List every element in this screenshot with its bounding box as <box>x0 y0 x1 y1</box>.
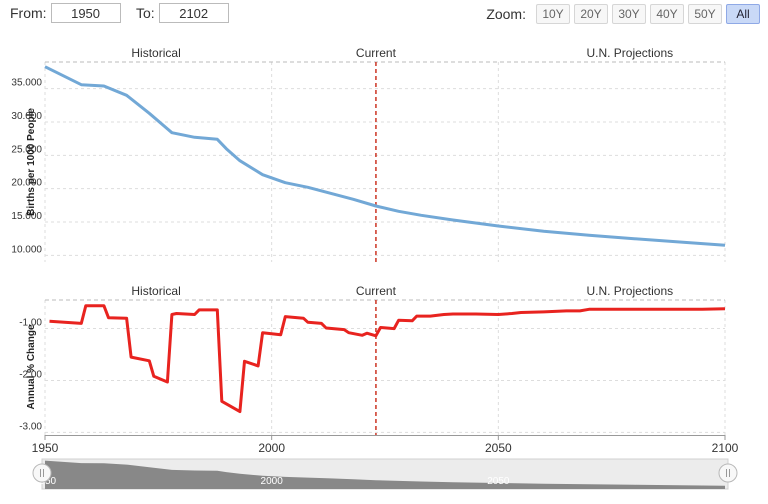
births-region-label-0: Historical <box>131 46 180 60</box>
zoom-label: Zoom: <box>486 6 526 22</box>
change-ytick-label-1: -2.00 <box>19 369 42 380</box>
to-input[interactable] <box>158 3 229 23</box>
change-y-axis-label: Annual % Change <box>26 324 37 409</box>
navigator-handle-knob[interactable] <box>718 463 738 483</box>
zoom-10y-button[interactable]: 10Y <box>536 4 570 24</box>
change-series-line-0 <box>49 304 726 414</box>
births-ytick-label-5: 35.000 <box>11 78 42 89</box>
births-series-line-0 <box>44 65 726 247</box>
from-input[interactable] <box>50 3 121 23</box>
births-region-label-2: U.N. Projections <box>586 46 673 60</box>
to-label: To: <box>136 5 155 21</box>
navigator-right-handle[interactable] <box>718 463 738 483</box>
range-from: From: <box>10 3 121 23</box>
range-to: To: <box>136 3 229 23</box>
change-ytick-label-0: -1.00 <box>19 318 42 329</box>
change-region-label-1: Current <box>356 284 397 298</box>
zoom-50y-button[interactable]: 50Y <box>688 4 722 24</box>
navigator-handle-knob[interactable] <box>32 463 52 483</box>
navigator-tick-label-2000: 2000 <box>261 476 284 487</box>
births-ytick-label-0: 10.000 <box>11 244 42 255</box>
navigator-area <box>45 460 725 489</box>
navigator-left-handle[interactable] <box>32 463 52 483</box>
zoom-30y-button[interactable]: 30Y <box>612 4 646 24</box>
change-region-label-0: Historical <box>131 284 180 298</box>
births-ytick-label-2: 20.000 <box>11 178 42 189</box>
births-region-label-1: Current <box>356 46 397 60</box>
births-ytick-label-1: 15.000 <box>11 211 42 222</box>
zoom-all-button[interactable]: All <box>726 4 760 24</box>
navigator-tick-label-2050: 2050 <box>487 476 510 487</box>
x-tick-label-2000: 2000 <box>258 441 285 455</box>
zoom-controls: Zoom: 10Y 20Y 30Y 40Y 50Y All <box>486 4 760 24</box>
births-y-axis-label: Births per 1000 People <box>26 108 37 216</box>
births-ytick-label-3: 25.000 <box>11 144 42 155</box>
zoom-40y-button[interactable]: 40Y <box>650 4 684 24</box>
births-ytick-label-4: 30.000 <box>11 111 42 122</box>
zoom-20y-button[interactable]: 20Y <box>574 4 608 24</box>
x-tick-label-2100: 2100 <box>712 441 739 455</box>
x-tick-label-2050: 2050 <box>485 441 512 455</box>
from-label: From: <box>10 5 47 21</box>
x-tick-label-1950: 1950 <box>32 441 59 455</box>
change-ytick-label-2: -3.00 <box>19 421 42 432</box>
change-region-label-2: U.N. Projections <box>586 284 673 298</box>
